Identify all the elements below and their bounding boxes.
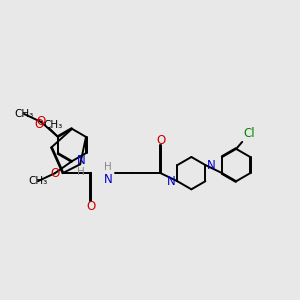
- Text: CH₃: CH₃: [14, 109, 34, 119]
- Text: O: O: [86, 200, 95, 213]
- Text: O: O: [50, 167, 60, 180]
- Text: H: H: [104, 162, 112, 172]
- Text: N: N: [104, 172, 112, 186]
- Text: CH₃: CH₃: [43, 120, 62, 130]
- Text: CH₃: CH₃: [28, 176, 48, 186]
- Text: O: O: [156, 134, 165, 147]
- Text: N: N: [207, 159, 216, 172]
- Text: O: O: [34, 118, 44, 131]
- Text: H: H: [77, 167, 85, 177]
- Text: N: N: [167, 175, 176, 188]
- Text: Cl: Cl: [243, 128, 255, 140]
- Text: O: O: [36, 116, 46, 128]
- Text: N: N: [77, 154, 85, 167]
